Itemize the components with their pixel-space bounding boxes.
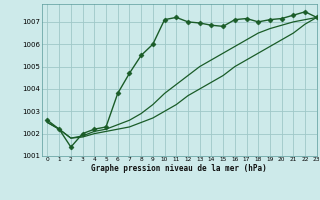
X-axis label: Graphe pression niveau de la mer (hPa): Graphe pression niveau de la mer (hPa): [91, 164, 267, 173]
